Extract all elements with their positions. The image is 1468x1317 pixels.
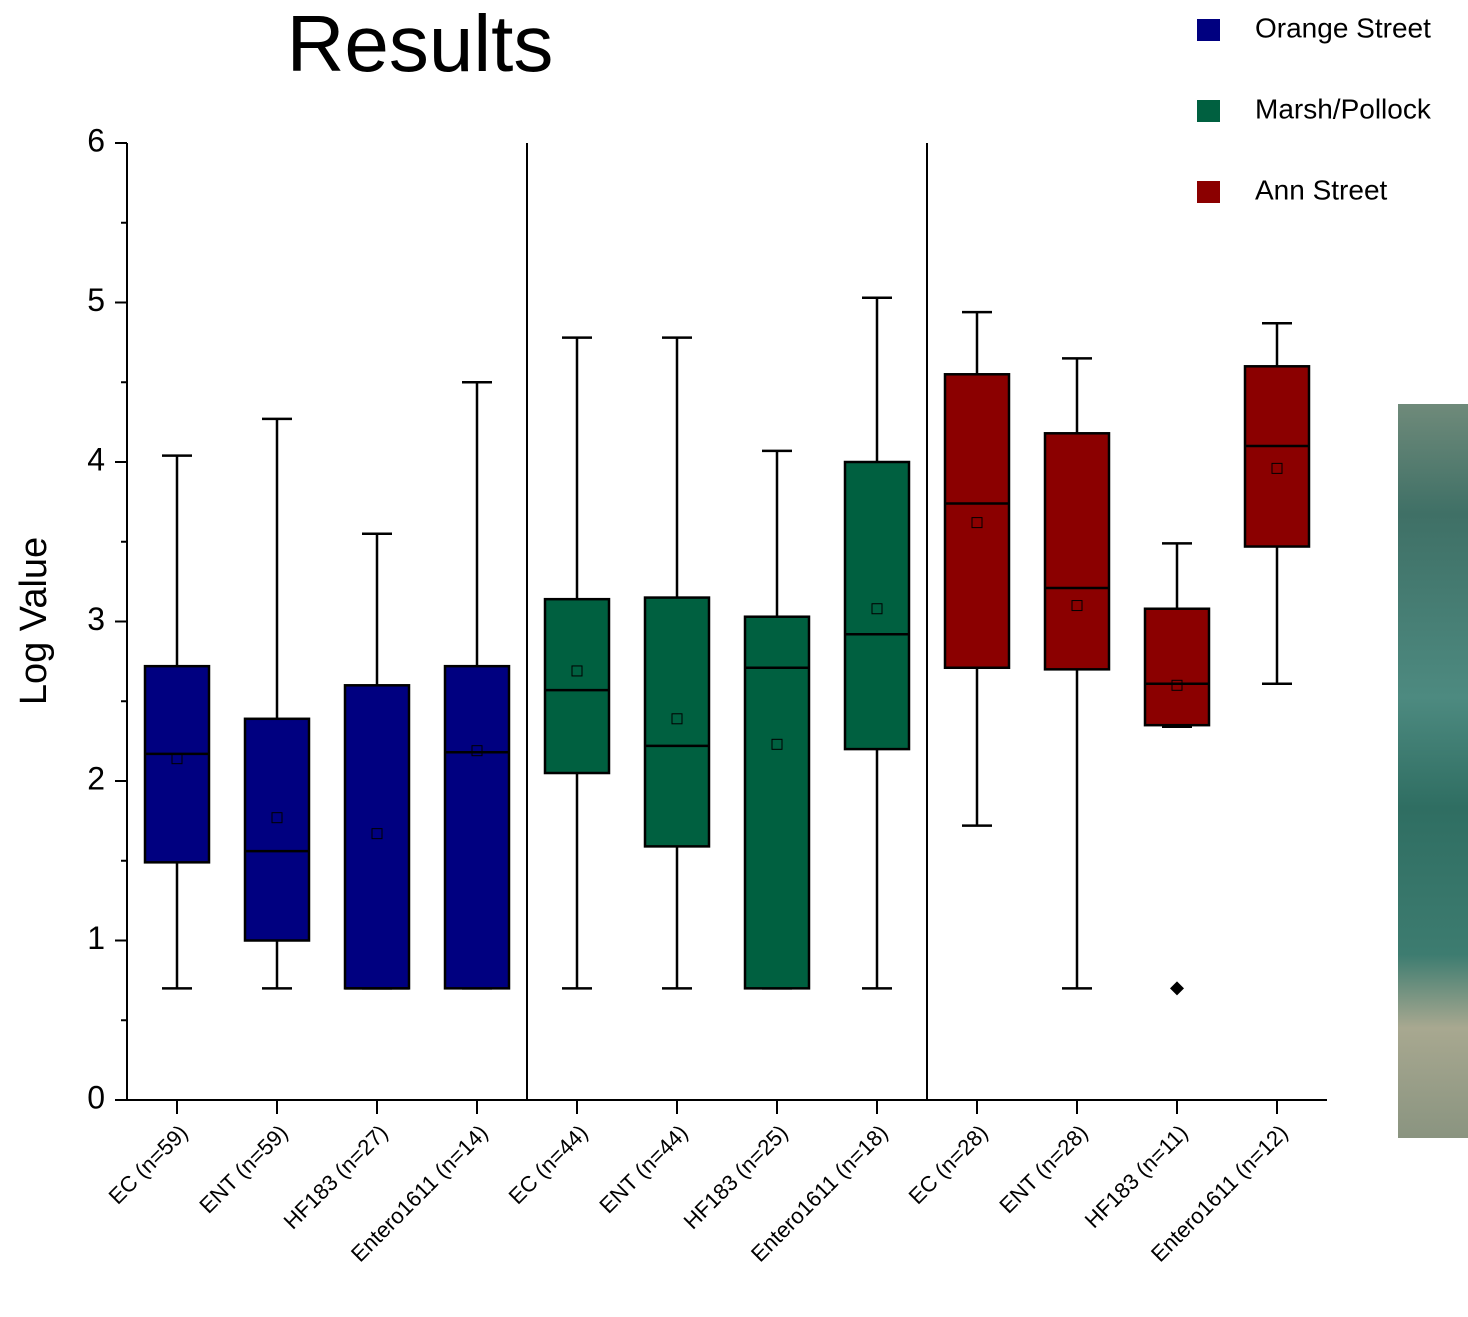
legend-swatch — [1197, 181, 1220, 203]
legend-label: Ann Street — [1255, 174, 1388, 205]
satellite-image — [1398, 404, 1468, 1138]
box — [345, 685, 409, 988]
chart: Results Log Value 0123456EC (n=59)ENT (n… — [0, 0, 1468, 1317]
box — [945, 374, 1009, 667]
x-tick-label: EC (n=28) — [904, 1120, 993, 1209]
y-tick-label: 6 — [87, 122, 105, 158]
box — [645, 598, 709, 847]
y-tick-label: 2 — [87, 760, 105, 796]
x-tick-label: ENT (n=59) — [194, 1120, 292, 1218]
x-tick-label: ENT (n=44) — [594, 1120, 692, 1218]
legend-swatch — [1197, 100, 1220, 122]
y-tick-label: 5 — [87, 282, 105, 318]
y-axis-label: Log Value — [13, 537, 55, 705]
y-tick-label: 4 — [87, 441, 105, 477]
outlier — [1170, 981, 1184, 995]
legend-label: Marsh/Pollock — [1255, 93, 1432, 124]
box — [745, 617, 809, 989]
x-tick-label: EC (n=44) — [504, 1120, 593, 1209]
legend-swatch — [1197, 19, 1220, 41]
box — [1145, 609, 1209, 725]
box — [145, 666, 209, 862]
x-tick-label: ENT (n=28) — [994, 1120, 1092, 1218]
legend-label: Orange Street — [1255, 12, 1431, 43]
y-tick-label: 1 — [87, 920, 105, 956]
box — [445, 666, 509, 988]
chart-title: Results — [287, 0, 554, 88]
box — [545, 599, 609, 773]
y-tick-label: 0 — [87, 1079, 105, 1115]
x-tick-label: HF183 (n=11) — [1080, 1120, 1193, 1233]
y-tick-label: 3 — [87, 601, 105, 637]
box — [245, 719, 309, 941]
box — [1245, 366, 1309, 546]
box — [1045, 433, 1109, 669]
x-tick-label: HF183 (n=25) — [679, 1120, 793, 1234]
x-tick-label: EC (n=59) — [104, 1120, 193, 1209]
box — [845, 462, 909, 749]
x-tick-label: HF183 (n=27) — [279, 1120, 393, 1234]
